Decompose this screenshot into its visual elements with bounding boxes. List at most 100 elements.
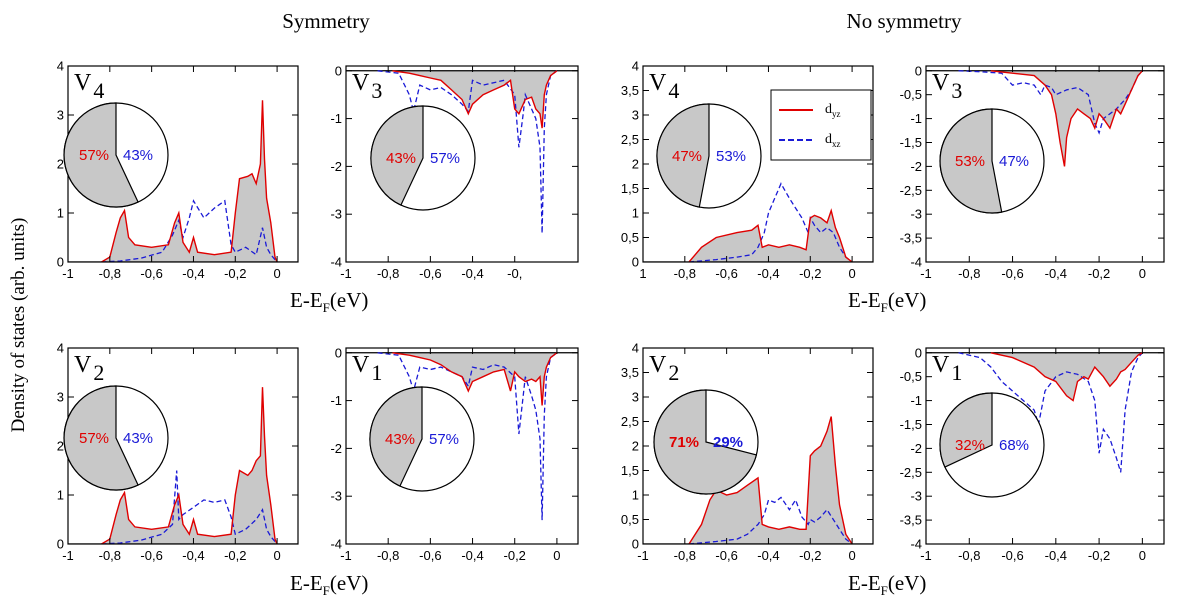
x-tick-label: -0,4 [182, 548, 204, 563]
pie-label-dyz: 47% [672, 148, 702, 165]
y-tick-label: -1,5 [900, 417, 922, 432]
plot-area [346, 70, 578, 234]
heading-symmetry: Symmetry [282, 9, 370, 33]
x-tick-label: 0 [848, 266, 855, 281]
y-tick-label: 0 [632, 255, 639, 270]
y-tick-label: -2 [330, 441, 342, 456]
y-tick-label: 1 [57, 206, 64, 221]
x-tick-label: -0,8 [99, 266, 121, 281]
y-tick-label: 3 [632, 390, 639, 405]
legend-box [770, 89, 872, 161]
y-tick-label: -2,5 [900, 183, 922, 198]
y-tick-label: 1 [632, 206, 639, 221]
pie-slice-dyz [656, 103, 710, 208]
dxz-series-line [101, 199, 278, 262]
panel-sym-v4: -1 -0,8 -0,6 -0,4 -0,2 0 0 1 2 3 4 V4 57% 43% [57, 59, 299, 281]
panel-label: V3 [932, 70, 962, 103]
dxz-series-line [958, 70, 1143, 135]
plot-area [68, 100, 298, 262]
panel-label: V2 [74, 352, 104, 385]
dyz-fill-area [990, 352, 1143, 401]
panel-nosym-v1: -1 -0,8 -0,6 -0,4 -0,2 0 -4 -3,5 -3 -2,5 -2 -1,5 -1 -… [900, 345, 1165, 563]
panel-sym-v3: -1 -0,8 -0,6 -0,4 -0, -4 -3 -2 -1 0 V3 43% 57% [330, 63, 579, 281]
pie-label-dxz: 43% [123, 430, 153, 447]
y-tick-label: -4 [330, 537, 342, 552]
y-tick-label: 1 [57, 488, 64, 503]
dyz-series-line [392, 352, 558, 406]
x-tick-label: -0,2 [1088, 548, 1110, 563]
y-tick-label: -1 [330, 111, 342, 126]
x-tick-label: -0,2 [224, 266, 246, 281]
pie-label-dxz: 57% [429, 431, 459, 448]
pie-chart: 71% 29% [653, 389, 759, 495]
x-tick-label: -0,8 [377, 548, 399, 563]
x-tick-label: -0,6 [1001, 266, 1023, 281]
pie-label-dxz: 53% [716, 148, 746, 165]
dyz-fill-area [990, 70, 1143, 167]
x-tick-label: -0,8 [99, 548, 121, 563]
pie-label-dyz: 43% [386, 150, 416, 167]
dyz-series-line [101, 387, 278, 544]
y-tick-label: -3 [910, 489, 922, 504]
y-tick-label: 4 [57, 59, 64, 74]
axes-frame [345, 65, 579, 263]
panel-sym-v1: -1 -0,8 -0,6 -0,4 -0,2 0 -4 -3 -2 -1 0 V1 43% 57% [330, 345, 579, 563]
x-tick-label: -0,4 [182, 266, 204, 281]
x-tick-label: -0,8 [958, 266, 980, 281]
x-tick-label: 0 [1139, 548, 1146, 563]
x-tick-label: -1 [62, 266, 74, 281]
y-tick-label: -1 [910, 393, 922, 408]
x-tick-label: -0,4 [461, 266, 483, 281]
x-tick-label: -0,4 [461, 548, 483, 563]
y-tick-label: 1,5 [621, 181, 639, 196]
x-tick-label: -0, [507, 266, 522, 281]
plot-area [926, 352, 1164, 473]
x-tick-label: -0,2 [799, 266, 821, 281]
y-tick-label: 0,5 [621, 230, 639, 245]
y-tick-label: 4 [57, 341, 64, 356]
pie-label-dxz: 57% [430, 150, 460, 167]
panel-label: V4 [74, 70, 104, 103]
x-tick-label: -0,4 [757, 266, 779, 281]
dyz-series-line [688, 416, 853, 544]
y-tick-label: 0 [335, 345, 342, 360]
legend-dyz-label: dyz [825, 102, 841, 119]
x-tick-label: 1 [639, 266, 646, 281]
y-tick-label: 2,5 [621, 414, 639, 429]
pie-label-dxz: 43% [123, 147, 153, 164]
x-tick-label: 0 [1139, 266, 1146, 281]
pie-label-dyz: 57% [79, 147, 109, 164]
dyz-fill-area [392, 352, 557, 406]
pie-label-dxz: 29% [713, 434, 743, 451]
x-axis-label-bottom-right: E-EF(eV) [848, 571, 926, 598]
x-axis-label-top-left: E-EF(eV) [290, 288, 368, 315]
x-tick-label: -0,2 [799, 548, 821, 563]
x-tick-label: -1 [340, 548, 352, 563]
y-tick-label: -3,5 [900, 231, 922, 246]
pie-slice-dyz [63, 102, 139, 208]
x-tick-label: -0,8 [958, 548, 980, 563]
dxz-series-line [958, 352, 1143, 473]
pie-slice-dyz [653, 389, 758, 495]
x-tick-label: -0,6 [140, 548, 162, 563]
y-tick-label: 2 [632, 439, 639, 454]
x-tick-label: -0,4 [1045, 548, 1067, 563]
plot-area [926, 70, 1164, 167]
y-tick-label: -0,5 [900, 369, 922, 384]
panel-label: V4 [649, 70, 679, 103]
dyz-series-line [990, 70, 1143, 167]
y-tick-label: 3,5 [621, 365, 639, 380]
x-tick-label: 0 [273, 548, 280, 563]
pie-slice-dyz [370, 105, 424, 206]
y-tick-label: 0 [915, 345, 922, 360]
x-axis-label-top-right: E-EF(eV) [848, 288, 926, 315]
x-tick-label: -0,2 [1088, 266, 1110, 281]
x-tick-label: 0 [553, 548, 560, 563]
x-tick-label: -0,4 [1045, 266, 1067, 281]
axes-frame [925, 65, 1165, 263]
x-tick-label: -0,6 [419, 548, 441, 563]
pie-chart: 47% 53% [656, 103, 762, 209]
pie-chart: 43% 57% [369, 386, 475, 492]
dyz-series-line [101, 100, 278, 262]
